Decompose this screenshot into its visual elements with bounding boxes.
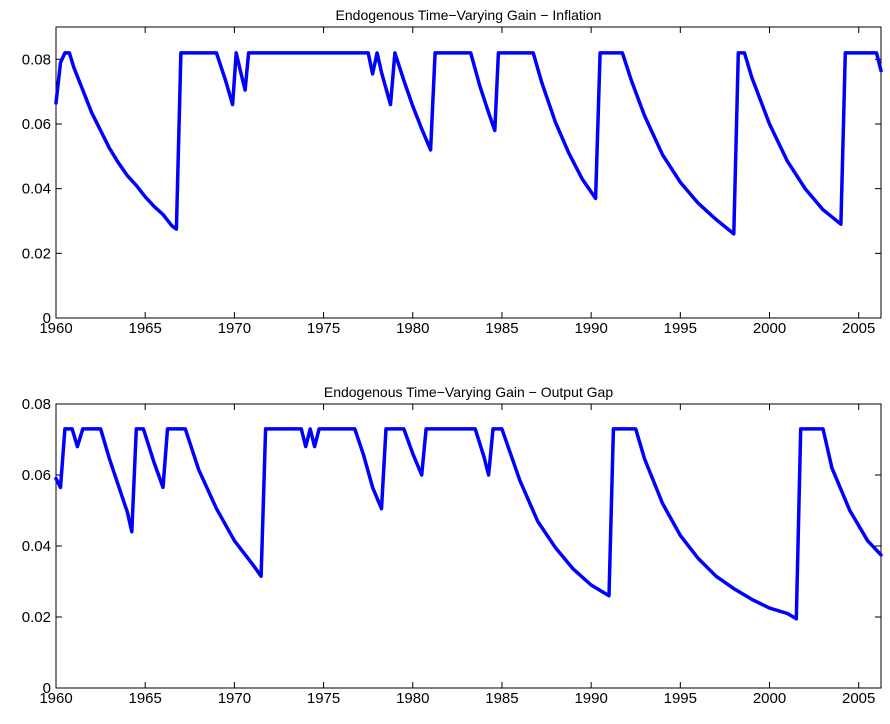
x-tick-label: 1980 xyxy=(396,690,429,707)
series-line xyxy=(54,427,883,621)
x-tick-label: 1995 xyxy=(664,690,697,707)
y-tick-label: 0.04 xyxy=(22,181,51,198)
inflation-gain-plot: Endogenous Time−Varying Gain − Inflation… xyxy=(22,7,883,337)
x-tick-label: 1990 xyxy=(574,320,607,337)
x-tick-label: 1990 xyxy=(574,690,607,707)
chart-title: Endogenous Time−Varying Gain − Output Ga… xyxy=(324,384,613,400)
x-tick-label: 1995 xyxy=(664,320,697,337)
y-tick-label: 0.06 xyxy=(22,467,51,484)
series-line xyxy=(54,51,883,236)
y-tick-label: 0.08 xyxy=(22,51,51,68)
x-tick-label: 2005 xyxy=(842,690,875,707)
x-tick-label: 2005 xyxy=(842,320,875,337)
axes-box xyxy=(55,403,882,689)
x-tick-label: 1970 xyxy=(218,690,251,707)
y-tick-label: 0.06 xyxy=(22,116,51,133)
x-tick-label: 1975 xyxy=(307,690,340,707)
axes-box xyxy=(55,26,882,319)
x-tick-label: 1985 xyxy=(485,690,518,707)
output-gap-gain-plot: Endogenous Time−Varying Gain − Output Ga… xyxy=(22,384,883,707)
x-tick-label: 1985 xyxy=(485,320,518,337)
x-tick-label: 1965 xyxy=(129,320,162,337)
x-tick-label: 1960 xyxy=(39,320,72,337)
x-tick-label: 1975 xyxy=(307,320,340,337)
y-tick-label: 0 xyxy=(43,310,51,327)
y-tick-label: 0.04 xyxy=(22,538,51,555)
y-tick-label: 0.08 xyxy=(22,396,51,413)
x-tick-label: 1980 xyxy=(396,320,429,337)
x-tick-label: 1970 xyxy=(218,320,251,337)
y-tick-label: 0.02 xyxy=(22,609,51,626)
y-tick-label: 0 xyxy=(43,680,51,697)
y-tick-label: 0.02 xyxy=(22,245,51,262)
x-tick-label: 1965 xyxy=(129,690,162,707)
x-tick-label: 2000 xyxy=(753,320,786,337)
chart-title: Endogenous Time−Varying Gain − Inflation xyxy=(336,7,602,23)
x-tick-label: 1960 xyxy=(39,690,72,707)
x-tick-label: 2000 xyxy=(753,690,786,707)
